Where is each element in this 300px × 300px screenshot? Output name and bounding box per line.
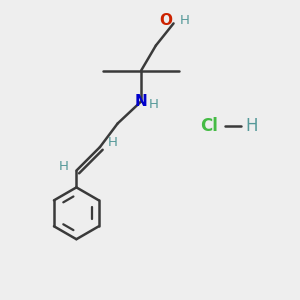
Text: H: H	[148, 98, 158, 111]
Text: H: H	[107, 136, 117, 149]
Text: N: N	[135, 94, 148, 109]
Text: O: O	[159, 13, 172, 28]
Text: H: H	[245, 117, 258, 135]
Text: H: H	[180, 14, 190, 27]
Text: Cl: Cl	[200, 117, 218, 135]
Text: H: H	[59, 160, 69, 173]
